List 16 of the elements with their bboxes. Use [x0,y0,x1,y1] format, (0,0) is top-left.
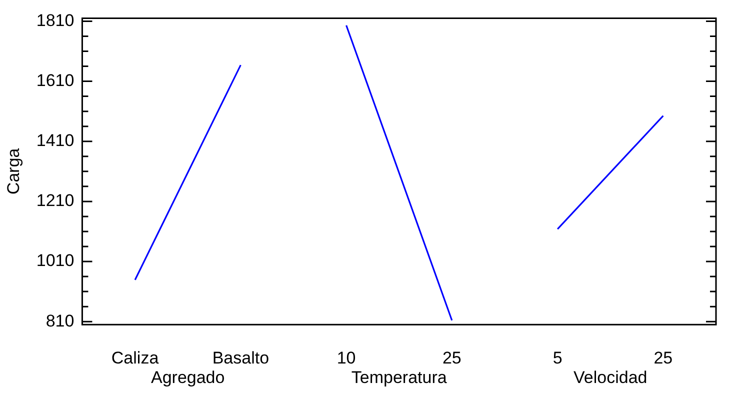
y-axis-title: Carga [4,148,23,195]
y-tick-label: 810 [46,311,74,330]
text: Agregado [150,368,225,387]
x-tick-label: Caliza [111,348,160,368]
y-tick-label: 1010 [36,251,74,270]
text: Temperatura [351,368,448,387]
x-tick-label: Basalto [212,348,270,368]
y-tick-label: 1810 [36,10,74,30]
x-tick-label: 25 [654,348,673,368]
x-tick-label: 25 [442,348,462,368]
text: Velocidad [574,368,648,387]
y-tick-label: 1610 [36,70,74,90]
x-tick-label: 10 [336,348,356,368]
y-tick-label: 1210 [36,191,74,210]
x-tick-label: 5 [552,348,562,368]
y-tick-label: 1410 [36,131,74,150]
